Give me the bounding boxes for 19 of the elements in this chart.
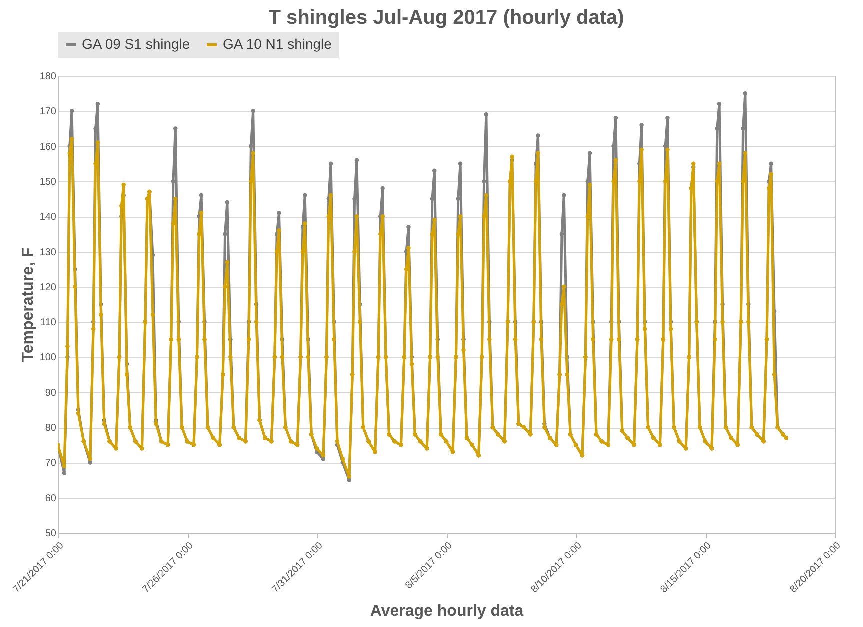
y-tick-label: 140 <box>40 212 57 224</box>
y-tick-label: 180 <box>40 72 57 82</box>
y-tick-label: 80 <box>45 423 57 434</box>
y-tick-label: 50 <box>45 528 57 540</box>
y-tick-label: 60 <box>45 493 57 504</box>
y-axis-title: Temperature, F <box>20 248 37 362</box>
y-tick-label: 130 <box>40 247 57 258</box>
y-tick-label: 100 <box>40 352 57 364</box>
y-tick-label: 70 <box>45 458 57 470</box>
chart-title: T shingles Jul-Aug 2017 (hourly data) <box>268 7 624 29</box>
y-tick-label: 160 <box>40 142 57 153</box>
x-axis-title: Average hourly data <box>370 602 524 620</box>
y-tick-label: 150 <box>40 176 57 188</box>
y-tick-label: 90 <box>45 388 57 399</box>
y-tick-label: 170 <box>40 106 57 118</box>
legend-label: GA 09 S1 shingle <box>82 36 190 52</box>
legend-label: GA 10 N1 shingle <box>223 36 332 52</box>
y-tick-label: 120 <box>40 282 57 294</box>
y-tick-label: 110 <box>40 318 57 329</box>
